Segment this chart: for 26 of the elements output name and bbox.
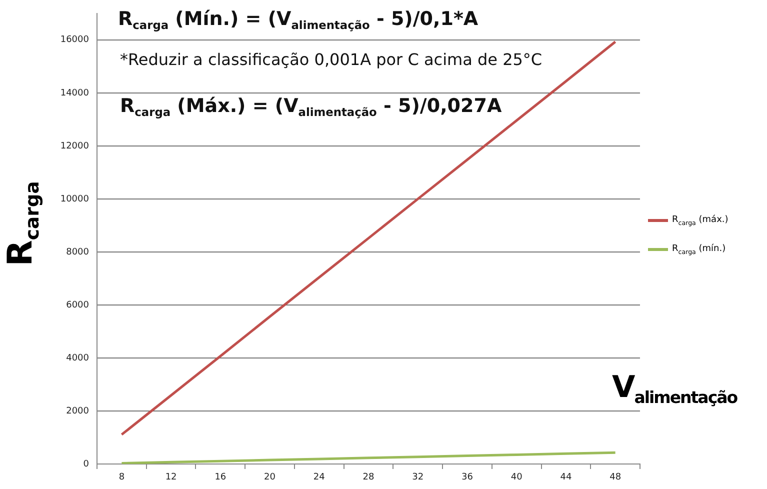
y-tick-label: 2000 <box>66 406 90 416</box>
annotation: R$_{carga}$ (Mín.) = (V$_{alimentação}$ - 5)/0,1*A <box>118 8 478 32</box>
legend-label: R$_{carga}$ (mín.) <box>672 244 726 256</box>
annotation: *Reduzir a classificação 0,001A por C acima de 25°C <box>120 50 542 69</box>
y-tick-label: 6000 <box>66 300 90 310</box>
x-tick-label: 16 <box>214 472 226 483</box>
x-tick-label: 12 <box>165 472 177 483</box>
legend-label: R$_{carga}$ (máx.) <box>672 215 728 227</box>
y-tick-label: 4000 <box>66 353 90 364</box>
annotation: R$_{carga}$ (Máx.) = (V$_{alimentação}$ - 5)/0,027A <box>120 95 502 119</box>
x-tick-label: 8 <box>118 472 125 483</box>
x-tick-label: 48 <box>610 472 622 483</box>
y-tick-label: 0 <box>83 459 90 470</box>
y-tick-label: 10000 <box>60 194 90 204</box>
y-tick-label: 14000 <box>60 88 90 98</box>
y-tick-label: 12000 <box>60 141 90 152</box>
x-tick-label: 40 <box>510 472 523 483</box>
x-tick-label: 36 <box>462 472 474 483</box>
y-tick-label: 16000 <box>60 35 90 46</box>
x-tick-label: 32 <box>412 472 424 483</box>
x-tick-label: 28 <box>362 472 374 483</box>
x-tick-label: 24 <box>313 472 326 483</box>
y-tick-label: 8000 <box>66 247 90 258</box>
x-axis-title: V$_{alimentação}$ <box>612 370 738 407</box>
x-tick-label: 44 <box>560 472 572 483</box>
x-tick-label: 20 <box>264 472 276 483</box>
